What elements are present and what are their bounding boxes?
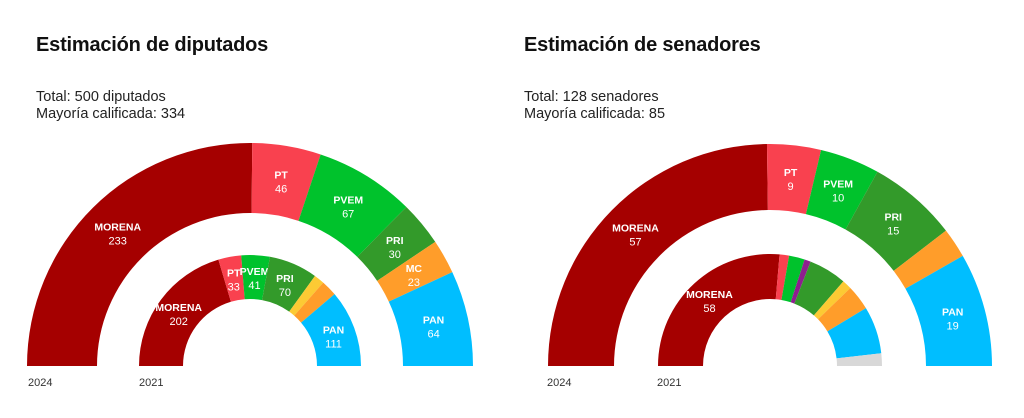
- segment-label-2024-pri: PRI: [386, 235, 404, 247]
- diputados-year-inner: 2021: [139, 377, 164, 389]
- senadores-title: Estimación de senadores: [524, 34, 761, 56]
- senadores-total: Total: 128 senadores: [524, 89, 659, 105]
- segment-label-2024-pan: PAN: [942, 306, 963, 318]
- segment-value-2024-pri: 15: [887, 226, 899, 238]
- segment-2021-pvem: [241, 255, 270, 301]
- segment-2021-pan: [827, 308, 882, 359]
- segment-2024-pri: [845, 171, 946, 271]
- segment-2024-pvem: [805, 149, 878, 230]
- segment-value-2021-pt: 33: [228, 282, 240, 294]
- segment-value-2021-pan: 111: [325, 338, 342, 350]
- segment-2024-pri: [357, 206, 436, 281]
- segment-2021-pt: [218, 255, 245, 302]
- segment-value-2021-morena: 202: [169, 316, 187, 328]
- segment-value-2024-pvem: 10: [832, 193, 844, 205]
- segment-label-2024-pvem: PVEM: [823, 179, 853, 191]
- segment-label-2024-pan: PAN: [423, 314, 444, 326]
- segment-value-2021-pri: 70: [279, 287, 291, 299]
- segment-label-2024-pvem: PVEM: [333, 195, 363, 207]
- segment-value-2024-pt: 9: [788, 181, 794, 193]
- segment-value-2024-pan: 64: [427, 328, 439, 340]
- segment-2021-mc: [294, 282, 335, 323]
- segment-value-2024-morena: 57: [629, 236, 641, 248]
- diputados-year-outer: 2024: [28, 377, 53, 389]
- segment-value-2021-pvem: 41: [248, 280, 260, 292]
- senadores-year-inner: 2021: [657, 377, 682, 389]
- segment-2021-otros: [836, 353, 882, 366]
- diputados-majority: Mayoría calificada: 334: [36, 106, 186, 122]
- segment-2021-morena: [658, 254, 780, 366]
- segment-2021-morena: [139, 259, 231, 366]
- segment-2021-pvem: [781, 255, 805, 303]
- segment-label-2021-morena: MORENA: [686, 289, 733, 301]
- segment-label-2021-pvem: PVEM: [240, 266, 270, 278]
- segment-2024-pt: [766, 144, 822, 215]
- segment-label-2021-pri: PRI: [276, 273, 294, 285]
- segment-value-2024-pvem: 67: [342, 209, 354, 221]
- segment-value-2024-mc: 23: [408, 277, 420, 289]
- segment-2021-mc: [818, 287, 866, 332]
- segment-2024-pan: [388, 272, 473, 366]
- segment-value-2024-pan: 19: [947, 320, 959, 332]
- segment-2024-pt: [251, 143, 321, 221]
- senadores-year-outer: 2024: [547, 377, 572, 389]
- segment-label-2021-pt: PT: [227, 268, 241, 280]
- segment-2021-pri: [262, 256, 315, 312]
- senadores-majority: Mayoría calificada: 85: [524, 106, 666, 122]
- segment-2021-pes: [790, 259, 811, 304]
- senadores-panel: Estimación de senadores Total: 128 senad…: [512, 0, 1024, 418]
- segment-2024-pan: [905, 255, 992, 366]
- diputados-total: Total: 500 diputados: [36, 89, 166, 105]
- segment-2021-pan: [301, 294, 361, 366]
- segment-label-2024-mc: MC: [406, 263, 423, 275]
- diputados-panel: Estimación de diputados Total: 500 diput…: [27, 34, 473, 389]
- segment-2024-morena: [548, 144, 768, 366]
- segment-label-2024-morena: MORENA: [612, 222, 659, 234]
- segment-2024-mc: [377, 241, 453, 302]
- diputados-title: Estimación de diputados: [36, 34, 269, 56]
- segment-value-2024-pri: 30: [389, 249, 401, 261]
- segment-2024-morena: [27, 143, 253, 366]
- segment-label-2024-pt: PT: [784, 167, 798, 179]
- segment-value-2024-morena: 233: [109, 235, 127, 247]
- segment-2021-pt: [775, 254, 790, 300]
- segment-2021-pri: [794, 261, 844, 316]
- segment-2024-mc: [893, 230, 963, 289]
- segment-label-2024-morena: MORENA: [94, 221, 141, 233]
- segment-label-2021-morena: MORENA: [155, 302, 202, 314]
- segment-label-2024-pri: PRI: [884, 212, 902, 224]
- diputados-chart: MORENA 233 PT 46 PVEM 67 PRI 30 MC 23 PAN 64 MORENA 2…: [27, 143, 473, 366]
- segment-2021-prd: [813, 281, 851, 320]
- segment-value-2021-morena: 58: [703, 303, 715, 315]
- segment-2021-prd: [289, 275, 324, 316]
- segment-label-2021-pan: PAN: [323, 324, 344, 336]
- segment-label-2024-pt: PT: [274, 170, 288, 182]
- segment-2024-pvem: [298, 154, 407, 257]
- senadores-chart: MORENA 57 PT 9 PVEM 10 PRI 15 PAN 19 MORENA 58: [548, 144, 992, 366]
- segment-value-2024-pt: 46: [275, 184, 287, 196]
